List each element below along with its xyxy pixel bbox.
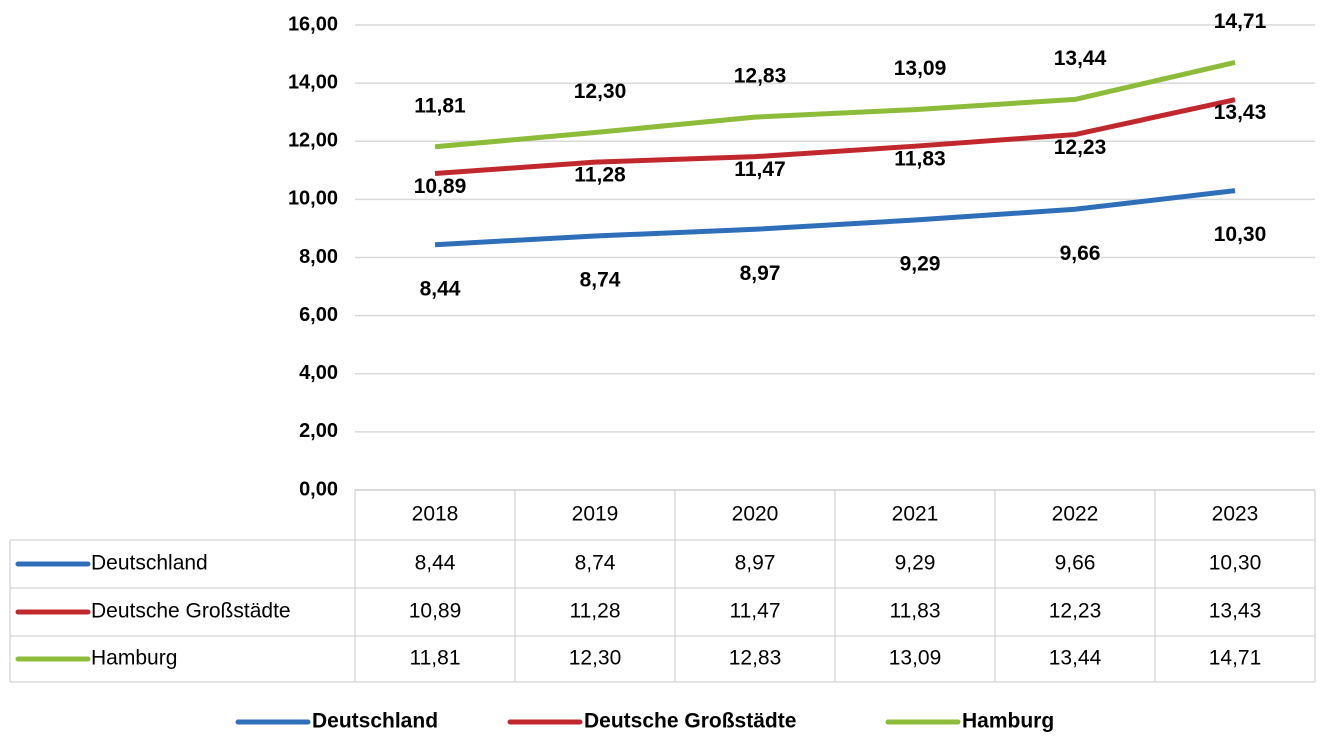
table-cell: 8,74 <box>575 552 616 575</box>
legend-label: Hamburg <box>962 710 1054 733</box>
y-tick-label: 8,00 <box>299 246 338 268</box>
x-tick-label: 2021 <box>892 503 939 526</box>
table-cell: 8,97 <box>735 552 776 575</box>
data-label: 12,23 <box>1054 136 1107 159</box>
table-row-label: Hamburg <box>91 647 177 670</box>
table-cell: 12,23 <box>1049 600 1102 623</box>
table-cell: 12,83 <box>729 647 782 670</box>
x-tick-label: 2019 <box>572 503 619 526</box>
data-label: 13,43 <box>1214 101 1267 124</box>
x-tick-label: 2020 <box>732 503 779 526</box>
table-cell: 11,81 <box>410 647 461 670</box>
y-tick-label: 0,00 <box>299 478 338 500</box>
line <box>434 188 1236 248</box>
data-label: 8,97 <box>740 262 781 285</box>
table-cell: 9,29 <box>895 552 936 575</box>
table-cell: 13,09 <box>889 647 942 670</box>
line <box>434 97 1236 177</box>
data-label: 11,47 <box>734 158 785 181</box>
data-label: 11,28 <box>574 164 626 187</box>
data-label: 10,89 <box>414 175 467 198</box>
data-label: 13,09 <box>894 57 947 80</box>
data-label: 12,30 <box>574 80 627 103</box>
y-tick-label: 4,00 <box>299 362 338 384</box>
data-label: 8,44 <box>420 277 461 300</box>
y-tick-label: 14,00 <box>288 71 338 93</box>
x-tick-label: 2023 <box>1212 503 1259 526</box>
table-cell: 12,30 <box>569 647 622 670</box>
table-cell: 14,71 <box>1209 647 1262 670</box>
data-label: 13,44 <box>1054 47 1107 70</box>
data-label: 11,81 <box>414 94 466 117</box>
y-tick-label: 12,00 <box>288 130 338 152</box>
y-tick-label: 6,00 <box>299 304 338 326</box>
data-label: 14,71 <box>1214 10 1267 33</box>
data-label: 12,83 <box>734 65 787 88</box>
table-cell: 13,44 <box>1049 647 1102 670</box>
x-tick-label: 2022 <box>1052 503 1099 526</box>
data-label: 8,74 <box>580 269 621 292</box>
table-cell: 10,30 <box>1209 552 1262 575</box>
y-tick-label: 16,00 <box>288 13 338 35</box>
table-cell: 9,66 <box>1055 552 1096 575</box>
table-cell: 10,89 <box>409 600 462 623</box>
table-cell: 11,28 <box>570 600 621 623</box>
data-label: 9,29 <box>900 253 941 276</box>
line <box>434 60 1236 150</box>
data-label: 10,30 <box>1214 223 1267 246</box>
table-row-label: Deutsche Großstädte <box>91 600 291 623</box>
x-tick-label: 2018 <box>412 503 459 526</box>
data-label: 11,83 <box>894 148 945 171</box>
y-tick-label: 2,00 <box>299 420 338 442</box>
table-cell: 11,83 <box>890 600 941 623</box>
y-tick-label: 10,00 <box>288 188 338 210</box>
table-cell: 13,43 <box>1209 600 1262 623</box>
legend-label: Deutschland <box>312 710 438 733</box>
data-label: 9,66 <box>1060 242 1101 265</box>
table-cell: 11,47 <box>730 600 781 623</box>
table-cell: 8,44 <box>415 552 456 575</box>
table-row-label: Deutschland <box>91 552 208 575</box>
legend-label: Deutsche Großstädte <box>584 710 796 733</box>
